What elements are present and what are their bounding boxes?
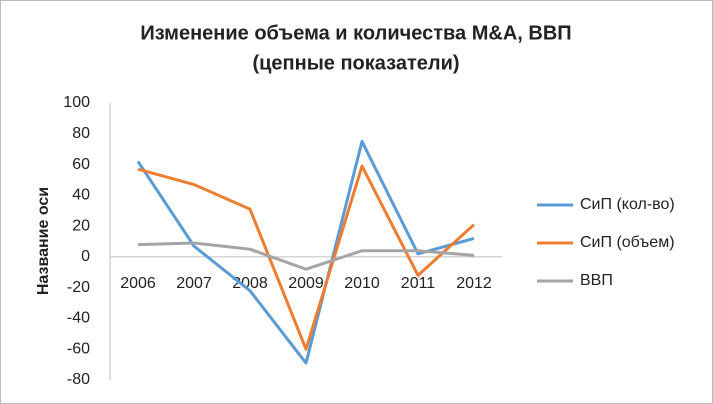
- y-tick-label: 40: [72, 187, 90, 204]
- y-tick-label: -60: [67, 340, 90, 357]
- y-tick-label: 100: [63, 94, 90, 111]
- y-tick-label: -40: [67, 310, 90, 327]
- line-series: [137, 241, 475, 271]
- x-tick-label: 2011: [401, 275, 436, 292]
- x-tick-label: 2009: [288, 275, 324, 292]
- y-tick-label: 80: [72, 125, 90, 142]
- chart-title: (цепные показатели): [252, 52, 459, 74]
- x-tick-label: 2006: [120, 275, 156, 292]
- y-tick-label: -80: [67, 371, 90, 388]
- line-series: [137, 164, 476, 351]
- x-tick-label: 2012: [456, 275, 492, 292]
- line-series: [136, 139, 475, 365]
- x-tick-label: 2007: [176, 275, 212, 292]
- chart-title: Изменение объема и количества M&A, ВВП: [140, 22, 571, 44]
- y-tick-label: -20: [67, 279, 90, 296]
- legend-label: СиП (объем): [580, 234, 675, 251]
- y-axis-title: Название оси: [35, 187, 52, 295]
- x-tick-label: 2008: [232, 275, 268, 292]
- legend-label: ВВП: [580, 272, 613, 289]
- y-tick-label: 0: [81, 248, 90, 265]
- y-tick-label: 20: [72, 217, 90, 234]
- x-tick-label: 2010: [344, 275, 380, 292]
- legend-label: СиП (кол-во): [580, 196, 675, 213]
- y-tick-label: 60: [72, 156, 90, 173]
